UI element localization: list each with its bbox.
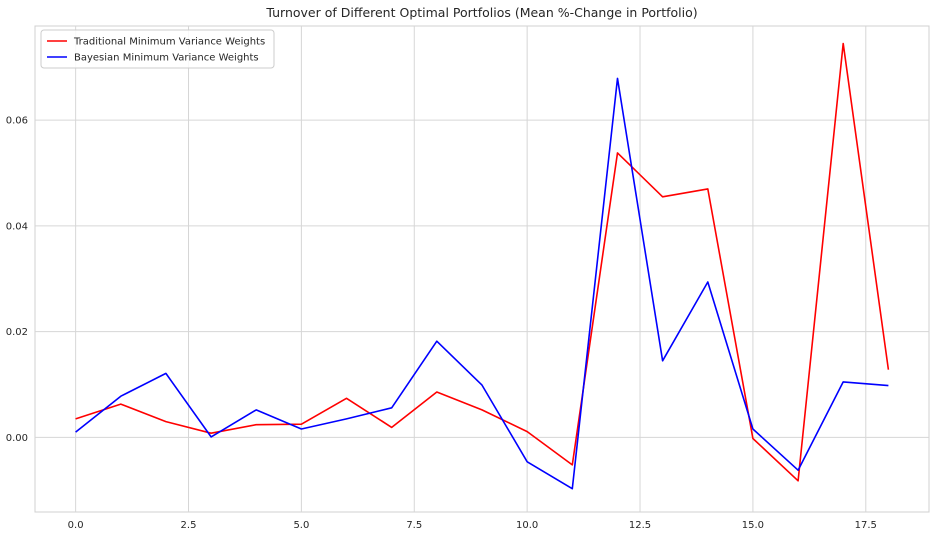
- grid-lines: [35, 26, 929, 512]
- y-tick-label: 0.04: [6, 221, 28, 232]
- x-tick-label: 15.0: [742, 520, 764, 531]
- x-tick-label: 12.5: [629, 520, 651, 531]
- plot-background: [34, 25, 930, 513]
- legend: Traditional Minimum Variance Weights Baye…: [40, 29, 275, 69]
- x-tick-label: 0.0: [68, 520, 84, 531]
- series-lines: [75, 42, 890, 490]
- legend-box: [40, 29, 275, 69]
- y-tick-labels: 0.00 0.02 0.04 0.06: [6, 116, 28, 444]
- legend-label-0: Traditional Minimum Variance Weights: [73, 37, 265, 48]
- x-tick-label: 17.5: [855, 520, 877, 531]
- y-tick-label: 0.00: [6, 433, 28, 444]
- series-line-0: [75, 42, 890, 482]
- x-tick-labels: 0.0 2.5 5.0 7.5 10.0 12.5 15.0 17.5: [68, 520, 877, 531]
- x-tick-label: 2.5: [181, 520, 197, 531]
- y-tick-label: 0.02: [6, 327, 28, 338]
- y-tick-label: 0.06: [6, 116, 28, 127]
- x-tick-label: 5.0: [293, 520, 309, 531]
- x-tick-label: 10.0: [516, 520, 538, 531]
- chart-title: Turnover of Different Optimal Portfolios…: [265, 5, 697, 20]
- legend-label-1: Bayesian Minimum Variance Weights: [74, 53, 259, 64]
- x-tick-label: 7.5: [406, 520, 422, 531]
- series-line-1: [75, 77, 889, 490]
